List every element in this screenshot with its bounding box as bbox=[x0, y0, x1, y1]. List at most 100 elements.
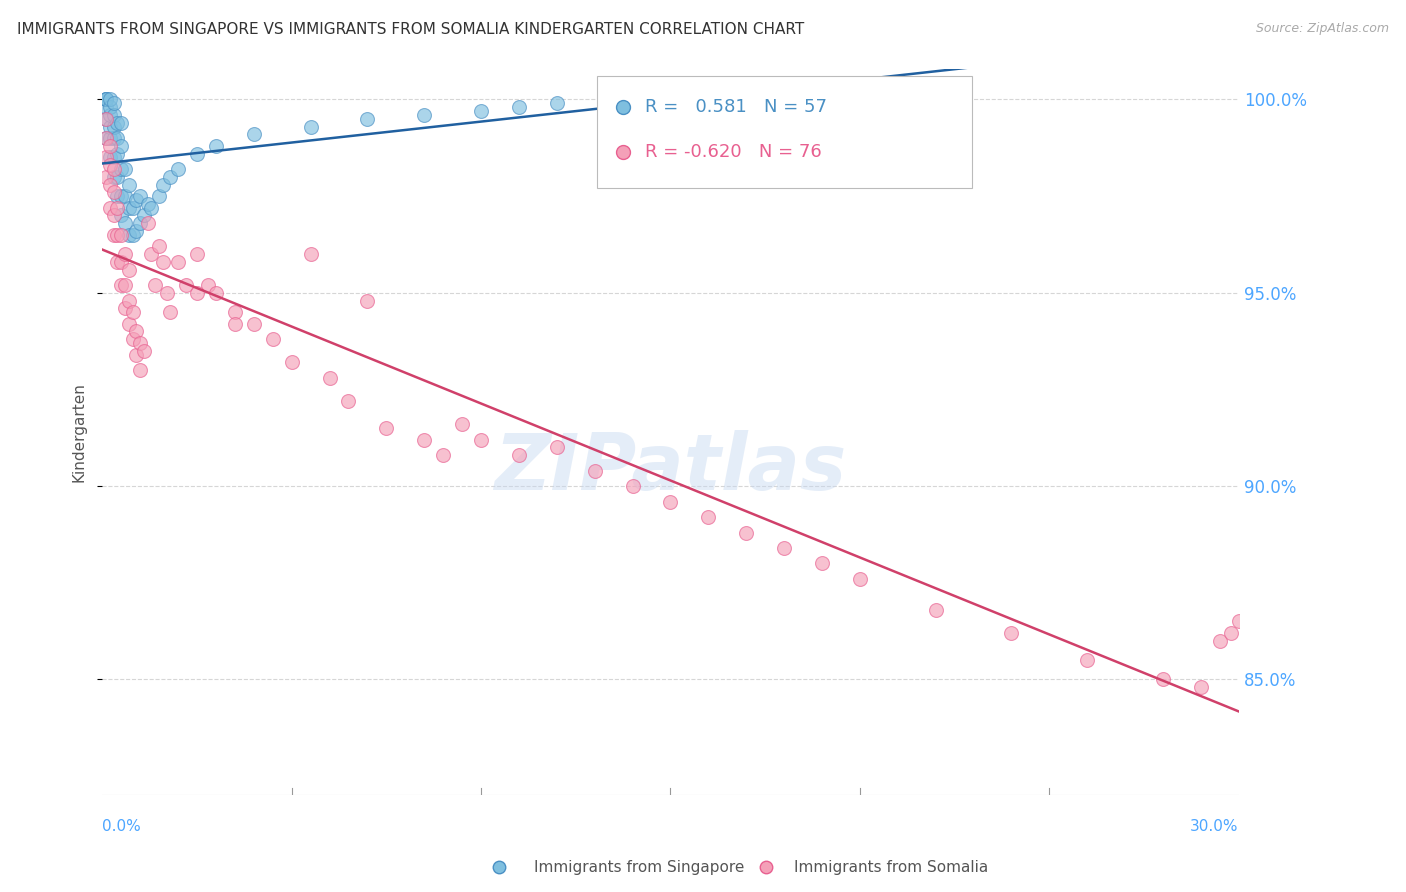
Point bbox=[925, 603, 948, 617]
Point bbox=[129, 363, 152, 377]
Point bbox=[1227, 615, 1250, 629]
Point bbox=[129, 336, 152, 351]
Point bbox=[432, 448, 454, 462]
Point bbox=[811, 557, 834, 571]
Point bbox=[121, 227, 143, 242]
Point bbox=[132, 343, 155, 358]
Point bbox=[121, 332, 143, 346]
Point bbox=[110, 227, 132, 242]
Point bbox=[118, 227, 141, 242]
Point bbox=[110, 209, 132, 223]
Point bbox=[470, 433, 492, 447]
Point bbox=[659, 494, 682, 508]
Point bbox=[118, 262, 141, 277]
Point bbox=[114, 216, 136, 230]
Point bbox=[1076, 653, 1098, 667]
Point bbox=[167, 255, 190, 269]
Text: 0.0%: 0.0% bbox=[103, 819, 141, 834]
Point bbox=[98, 158, 121, 172]
Point bbox=[174, 278, 197, 293]
Text: Immigrants from Singapore: Immigrants from Singapore bbox=[534, 860, 745, 874]
Point bbox=[94, 131, 117, 145]
Point bbox=[508, 448, 530, 462]
Point bbox=[110, 189, 132, 203]
Point bbox=[114, 189, 136, 203]
Point bbox=[167, 162, 190, 177]
Text: Source: ZipAtlas.com: Source: ZipAtlas.com bbox=[1256, 22, 1389, 36]
Point bbox=[118, 201, 141, 215]
FancyBboxPatch shape bbox=[596, 76, 972, 188]
Point bbox=[94, 112, 117, 126]
Point bbox=[148, 239, 170, 253]
Text: ZIPatlas: ZIPatlas bbox=[495, 430, 846, 507]
Point bbox=[413, 433, 436, 447]
Point bbox=[103, 162, 125, 177]
Point bbox=[697, 510, 720, 524]
Point bbox=[735, 525, 758, 540]
Point bbox=[98, 178, 121, 192]
Point bbox=[546, 441, 568, 455]
Point bbox=[94, 112, 117, 126]
Point bbox=[152, 255, 174, 269]
Point bbox=[114, 162, 136, 177]
Point bbox=[262, 332, 284, 346]
Point bbox=[103, 169, 125, 184]
Point bbox=[103, 120, 125, 134]
Point bbox=[186, 285, 208, 300]
Point bbox=[470, 104, 492, 119]
Point bbox=[148, 189, 170, 203]
Point bbox=[413, 108, 436, 122]
Point bbox=[98, 120, 121, 134]
Point bbox=[1152, 673, 1174, 687]
Point bbox=[98, 131, 121, 145]
Point bbox=[94, 151, 117, 165]
Point bbox=[129, 216, 152, 230]
Text: R =   0.581   N = 57: R = 0.581 N = 57 bbox=[645, 98, 828, 116]
Point bbox=[197, 278, 219, 293]
Point bbox=[105, 227, 128, 242]
Point bbox=[94, 131, 117, 145]
Point bbox=[98, 139, 121, 153]
Point bbox=[583, 464, 606, 478]
Point bbox=[121, 201, 143, 215]
Point bbox=[849, 572, 872, 586]
Point bbox=[136, 197, 159, 211]
Point bbox=[508, 100, 530, 114]
Point bbox=[356, 112, 378, 126]
Point bbox=[94, 92, 117, 106]
Point bbox=[186, 247, 208, 261]
Point bbox=[129, 189, 152, 203]
Point bbox=[94, 100, 117, 114]
Point bbox=[299, 120, 322, 134]
Point bbox=[103, 186, 125, 200]
Point bbox=[98, 201, 121, 215]
Text: IMMIGRANTS FROM SINGAPORE VS IMMIGRANTS FROM SOMALIA KINDERGARTEN CORRELATION CH: IMMIGRANTS FROM SINGAPORE VS IMMIGRANTS … bbox=[17, 22, 804, 37]
Point bbox=[141, 201, 163, 215]
Point bbox=[773, 541, 796, 555]
Point bbox=[621, 479, 644, 493]
Point bbox=[110, 255, 132, 269]
Text: 30.0%: 30.0% bbox=[1191, 819, 1239, 834]
Point bbox=[118, 317, 141, 331]
Point bbox=[94, 92, 117, 106]
Point bbox=[114, 247, 136, 261]
Point bbox=[110, 116, 132, 130]
Text: R = -0.620   N = 76: R = -0.620 N = 76 bbox=[645, 143, 823, 161]
Point bbox=[224, 317, 246, 331]
Point bbox=[98, 151, 121, 165]
Point bbox=[132, 209, 155, 223]
Point bbox=[103, 151, 125, 165]
Point bbox=[205, 285, 228, 300]
Point bbox=[159, 305, 181, 319]
Point bbox=[110, 139, 132, 153]
Point bbox=[94, 169, 117, 184]
Point bbox=[186, 146, 208, 161]
Point bbox=[546, 96, 568, 111]
Point bbox=[105, 169, 128, 184]
Point bbox=[105, 201, 128, 215]
Y-axis label: Kindergarten: Kindergarten bbox=[72, 382, 86, 482]
Point bbox=[156, 285, 179, 300]
Point bbox=[125, 193, 148, 207]
Point bbox=[356, 293, 378, 308]
Point bbox=[152, 178, 174, 192]
